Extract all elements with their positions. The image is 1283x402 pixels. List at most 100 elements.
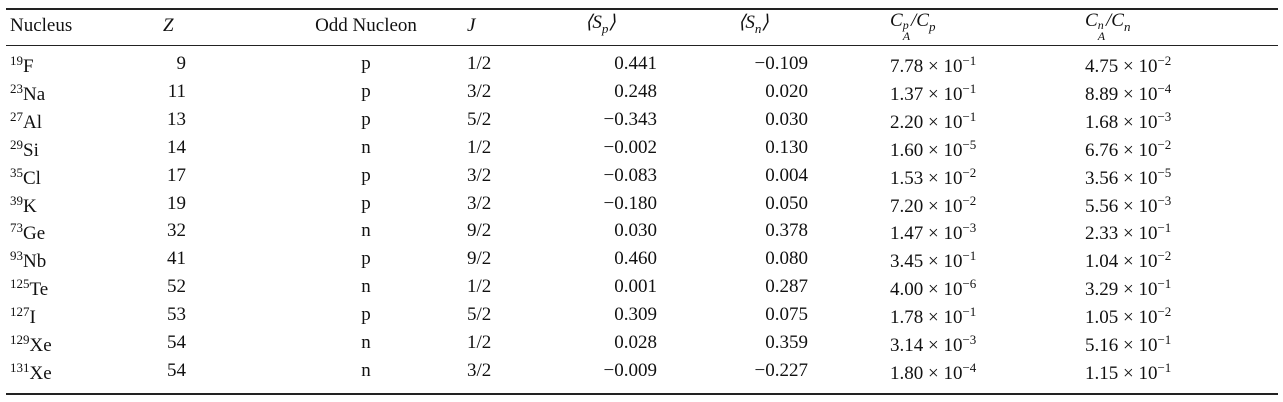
header-cell: ⟨Sp⟩ xyxy=(585,12,616,40)
text: 1.05 × 10 xyxy=(1085,307,1158,329)
table-cell: 129Xe xyxy=(10,329,52,357)
text: 1.47 × 10 xyxy=(890,223,963,245)
table-cell: 0.248 xyxy=(614,80,657,102)
table-cell: 11 xyxy=(167,80,186,102)
bottom-rule xyxy=(6,393,1278,395)
superscript: −1 xyxy=(962,80,977,96)
table-cell: 0.020 xyxy=(765,80,808,102)
text: F xyxy=(23,56,34,77)
table-cell: n xyxy=(361,332,371,353)
table-cell: 1.80 × 10−4 xyxy=(890,357,976,385)
top-rule xyxy=(6,8,1278,10)
table-cell: 1.68 × 10−3 xyxy=(1085,106,1171,134)
text: Xe xyxy=(29,335,52,356)
table-cell: 125Te xyxy=(10,273,48,301)
table-cell: 1.37 × 10−1 xyxy=(890,78,976,106)
header-cell: Nucleus xyxy=(10,15,72,37)
table-cell: 4.00 × 10−6 xyxy=(890,273,976,301)
table-cell: 19 xyxy=(167,192,186,214)
superscript: −3 xyxy=(962,332,977,347)
superscript: −2 xyxy=(1157,53,1172,68)
superscript: 19 xyxy=(10,53,23,68)
superscript: 73 xyxy=(10,220,23,236)
superscript: −4 xyxy=(1157,80,1172,96)
subscript: A xyxy=(902,29,911,43)
superscript: −6 xyxy=(962,276,977,292)
text: Ge xyxy=(23,223,46,245)
table-cell: 5/2 xyxy=(467,108,492,130)
table-cell: 9/2 xyxy=(467,220,492,242)
table-cell: 53 xyxy=(167,304,186,326)
text: Na xyxy=(23,83,46,105)
table-cell: 0.004 xyxy=(765,164,808,186)
table-cell: 9/2 xyxy=(467,248,492,270)
table-cell: −0.009 xyxy=(603,359,657,381)
text: Nucleus xyxy=(10,15,73,36)
table-cell: 54 xyxy=(167,359,186,381)
text: 7.78 × 10 xyxy=(890,56,963,77)
table-cell: 0.287 xyxy=(765,276,808,298)
table-cell: n xyxy=(361,276,371,298)
superscript: −1 xyxy=(1157,220,1172,236)
table-cell: 0.050 xyxy=(765,192,808,214)
table-cell: 3.45 × 10−1 xyxy=(890,245,976,273)
text: ⟨S xyxy=(738,12,755,33)
table-cell: 5/2 xyxy=(467,304,492,326)
text: /C xyxy=(1106,10,1124,31)
table-cell: 0.378 xyxy=(765,220,808,242)
subscript: n xyxy=(1123,19,1131,34)
text: 1.04 × 10 xyxy=(1085,251,1158,273)
table-cell: −0.227 xyxy=(754,359,808,381)
text: 1.78 × 10 xyxy=(890,307,963,329)
table-cell: 9 xyxy=(176,53,187,74)
superscript: −3 xyxy=(1157,108,1172,124)
table-cell: −0.109 xyxy=(754,53,808,74)
table-cell: 0.441 xyxy=(614,53,657,74)
superscript: 131 xyxy=(10,359,30,375)
table-cell: 32 xyxy=(167,220,186,242)
table-cell: 1.05 × 10−2 xyxy=(1085,301,1171,329)
table-cell: p xyxy=(361,108,371,130)
text: Xe xyxy=(29,362,52,384)
superscript: −1 xyxy=(962,304,977,320)
superscript: 125 xyxy=(10,276,30,292)
text: K xyxy=(23,195,37,217)
text: 5.16 × 10 xyxy=(1085,335,1158,356)
table-cell: p xyxy=(361,192,371,214)
table-cell: n xyxy=(361,136,371,158)
table-cell: 29Si xyxy=(10,134,39,162)
table-cell: 19F xyxy=(10,50,34,78)
text: C xyxy=(1085,10,1098,31)
table-cell: 73Ge xyxy=(10,217,45,245)
table-cell: 2.20 × 10−1 xyxy=(890,106,976,134)
superscript: −1 xyxy=(1157,332,1172,347)
text: 3.45 × 10 xyxy=(890,251,963,273)
table-cell: 0.028 xyxy=(614,332,657,353)
superscript: −2 xyxy=(1157,248,1172,264)
table-cell: p xyxy=(361,164,371,186)
table-cell: 7.78 × 10−1 xyxy=(890,50,976,78)
table-cell: 3/2 xyxy=(467,359,492,381)
table-cell: 0.460 xyxy=(614,248,657,270)
superscript: −1 xyxy=(962,108,977,124)
table-cell: 1.53 × 10−2 xyxy=(890,162,976,190)
table-cell: 1/2 xyxy=(467,276,492,298)
superscript: 127 xyxy=(10,304,30,320)
table-cell: 3.14 × 10−3 xyxy=(890,329,976,357)
table-cell: n xyxy=(361,220,371,242)
superscript: 29 xyxy=(10,136,23,152)
text: ⟩ xyxy=(761,12,769,33)
table-cell: 1.47 × 10−3 xyxy=(890,217,976,245)
table-cell: 0.309 xyxy=(614,304,657,326)
text: I xyxy=(29,307,36,329)
table-cell: 0.030 xyxy=(614,220,657,242)
table-cell: 5.16 × 10−1 xyxy=(1085,329,1171,357)
table-cell: 0.001 xyxy=(614,276,657,298)
text: 7.20 × 10 xyxy=(890,195,963,217)
table-cell: 0.359 xyxy=(765,332,808,353)
text: Odd Nucleon xyxy=(315,15,417,36)
table-cell: 7.20 × 10−2 xyxy=(890,190,976,218)
